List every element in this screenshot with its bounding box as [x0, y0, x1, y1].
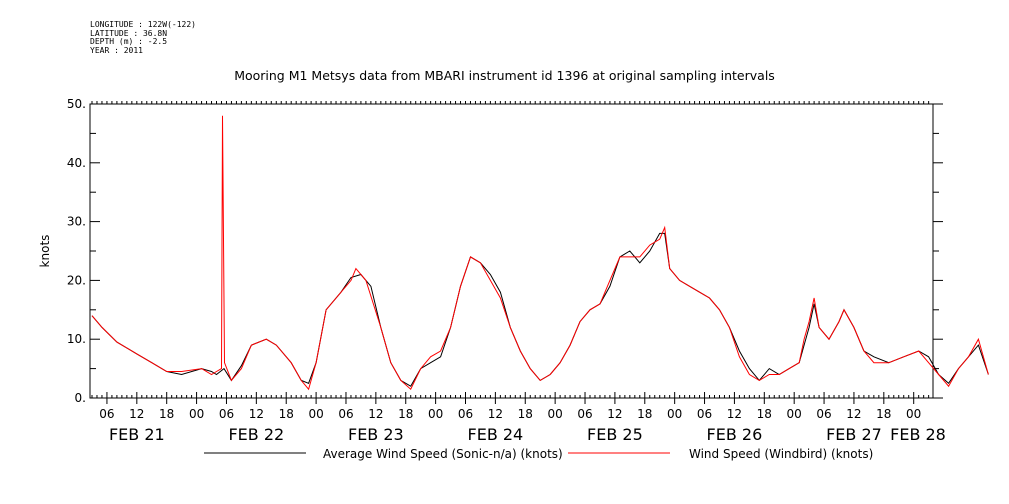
x-tick-label: 00	[547, 407, 562, 421]
x-tick-label: 06	[697, 407, 712, 421]
x-tick-label: 00	[308, 407, 323, 421]
y-tick-label: 40.	[67, 156, 86, 170]
meta-depth: DEPTH (m) : -2.5	[90, 37, 168, 46]
legend-label-windbird: Wind Speed (Windbird) (knots)	[689, 447, 873, 461]
day-label: FEB 27	[826, 425, 882, 444]
metadata-block: LONGITUDE : 122W(-122) LATITUDE : 36.8N …	[90, 20, 196, 55]
chart-title: Mooring M1 Metsys data from MBARI instru…	[234, 68, 775, 83]
meta-latitude: LATITUDE : 36.8N	[90, 28, 168, 38]
x-tick-label: 18	[637, 407, 652, 421]
day-label: FEB 22	[228, 425, 284, 444]
y-tick-label: 20.	[67, 273, 86, 287]
day-label: FEB 28	[890, 425, 946, 444]
y-tick-label: 30.	[67, 215, 86, 229]
day-label: FEB 26	[707, 425, 763, 444]
x-tick-label: 12	[368, 407, 383, 421]
x-tick-label: 06	[338, 407, 353, 421]
x-tick-label: 18	[518, 407, 533, 421]
x-tick-label: 06	[577, 407, 592, 421]
day-label: FEB 23	[348, 425, 404, 444]
x-tick-label: 12	[249, 407, 264, 421]
x-tick-label: 12	[846, 407, 861, 421]
series-average-wind-line	[91, 232, 989, 387]
x-tick-label: 18	[757, 407, 772, 421]
x-tick-label: 00	[428, 407, 443, 421]
plot-frame	[89, 103, 934, 399]
x-tick-label: 12	[488, 407, 503, 421]
x-tick-label: 00	[667, 407, 682, 421]
x-tick-label: 06	[816, 407, 831, 421]
day-label: FEB 25	[587, 425, 643, 444]
x-tick-label: 06	[458, 407, 473, 421]
x-tick-label: 12	[129, 407, 144, 421]
series-windbird-line	[91, 115, 989, 391]
x-tick-label: 18	[279, 407, 294, 421]
x-tick-label: 00	[189, 407, 204, 421]
y-tick-label: 50.	[67, 97, 86, 111]
x-tick-label: 12	[607, 407, 622, 421]
day-label: FEB 21	[109, 425, 165, 444]
x-tick-label: 18	[876, 407, 891, 421]
day-label: FEB 24	[468, 425, 524, 444]
x-tick-label: 00	[787, 407, 802, 421]
y-axis: 0. 10. 20. 30. 40. 50.	[67, 97, 943, 405]
x-tick-label: 18	[159, 407, 174, 421]
y-tick-label: 0.	[75, 391, 86, 405]
y-tick-label: 10.	[67, 332, 86, 346]
x-tick-label: 06	[99, 407, 114, 421]
x-tick-label: 12	[727, 407, 742, 421]
legend-label-average: Average Wind Speed (Sonic-n/a) (knots)	[323, 447, 563, 461]
x-tick-label: 18	[398, 407, 413, 421]
x-axis: 06 12 18 00 06 12 18 00 06 12 18 00 06 12 18 00 06 12 18 00…	[91, 101, 946, 444]
meta-year: YEAR : 2011	[90, 45, 143, 55]
legend: Average Wind Speed (Sonic-n/a) (knots) W…	[204, 447, 873, 461]
x-tick-label: 06	[219, 407, 234, 421]
series-layer	[91, 115, 989, 391]
y-axis-title: knots	[38, 235, 52, 268]
x-tick-label: 00	[906, 407, 921, 421]
meta-longitude: LONGITUDE : 122W(-122)	[90, 20, 196, 29]
